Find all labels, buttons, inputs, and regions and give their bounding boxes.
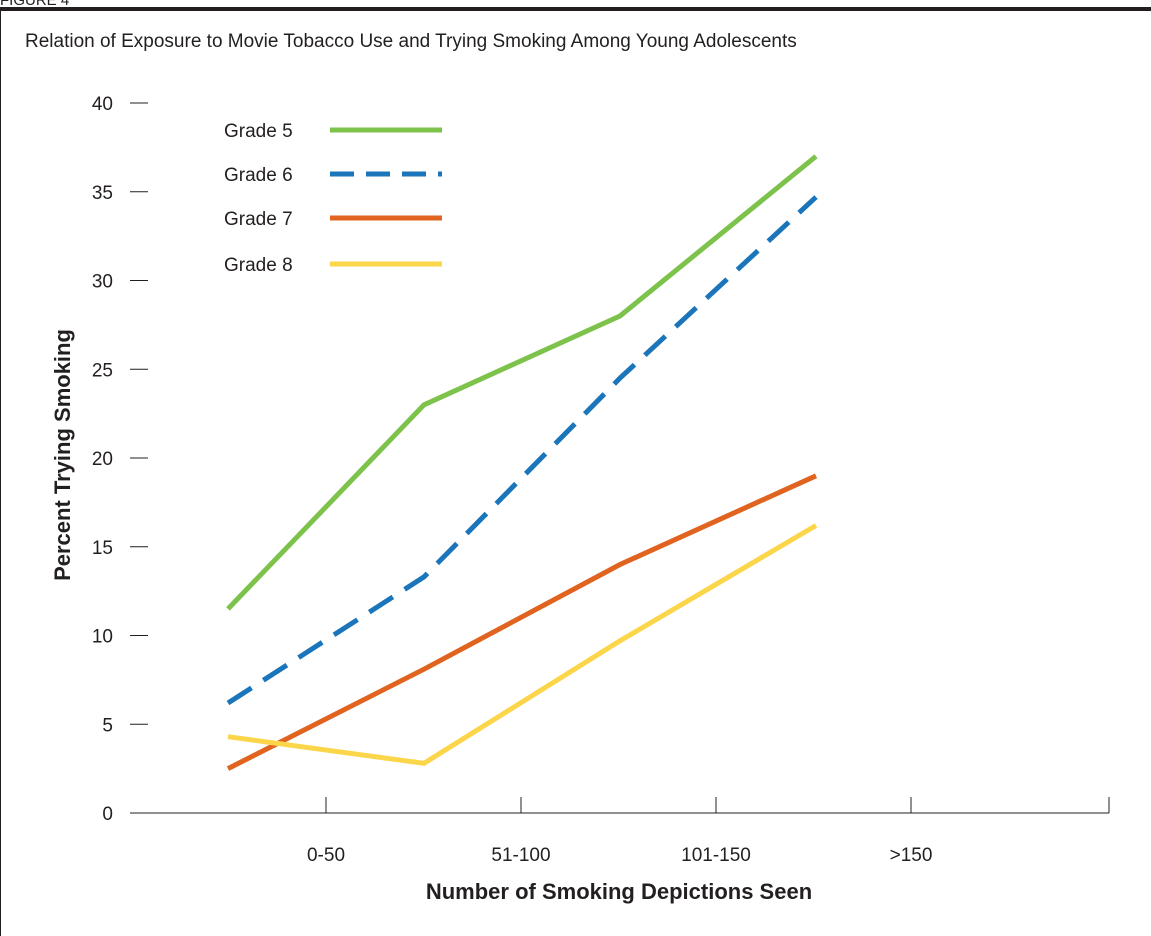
y-tick-label: 10 [92,627,113,648]
y-tick-label: 15 [92,538,113,559]
x-axis-ticks: 0-50 51-100 101-150 >150 [307,797,1110,866]
legend-label: Grade 7 [224,209,293,230]
series-line-grade-5 [226,154,818,611]
x-tick-label: 51-100 [491,845,550,866]
y-tick-label: 40 [92,94,113,115]
y-tick-label: 5 [102,715,113,736]
y-axis-title: Percent Trying Smoking [50,329,75,581]
x-axis-title: Number of Smoking Depictions Seen [426,879,812,904]
x-tick-label: >150 [890,845,933,866]
y-tick-label: 20 [92,449,113,470]
series-line-grade-7 [226,473,818,771]
legend: Grade 5 Grade 6 Grade 7 Grade 8 [224,121,442,276]
legend-label: Grade 5 [224,121,293,142]
y-tick-label: 25 [92,360,113,381]
chart-title: Relation of Exposure to Movie Tobacco Us… [25,31,797,52]
y-axis-ticks: 0 5 10 15 20 25 30 35 40 [92,94,148,825]
y-tick-label: 35 [92,183,113,204]
legend-label: Grade 8 [224,255,293,276]
y-tick-label: 30 [92,272,113,293]
legend-label: Grade 6 [224,165,293,186]
x-tick-label: 0-50 [307,845,345,866]
x-tick-label: 101-150 [681,845,751,866]
series-layer [226,154,818,771]
series-line-grade-8 [227,523,818,766]
series-line-grade-6 [226,195,818,706]
figure-label: FIGURE 4 [0,0,69,9]
y-tick-label: 0 [102,804,113,825]
